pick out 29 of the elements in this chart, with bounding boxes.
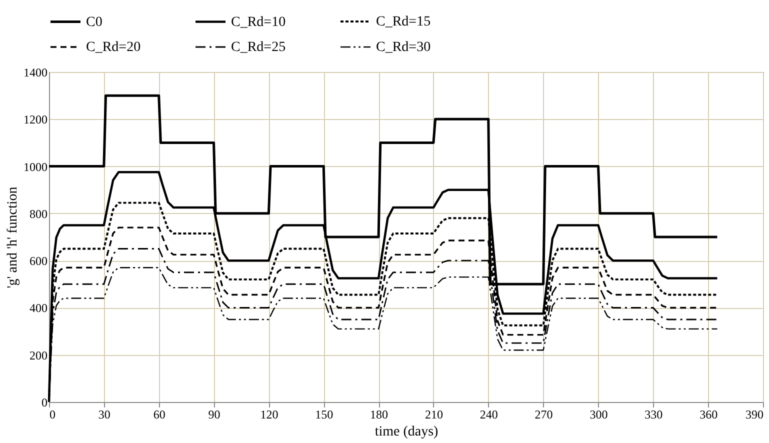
y-tick-label: 800 bbox=[30, 206, 48, 221]
x-tick-label: 300 bbox=[590, 408, 608, 422]
x-tick-label: 90 bbox=[208, 408, 220, 422]
y-tick-label: 1200 bbox=[24, 112, 48, 127]
x-tick-label: 30 bbox=[98, 408, 110, 422]
legend-label: C_Rd=30 bbox=[376, 40, 431, 55]
y-tick-label: 600 bbox=[30, 254, 48, 268]
legend-label: C_Rd=20 bbox=[86, 40, 141, 55]
x-tick-label: 390 bbox=[746, 408, 764, 422]
x-tick-label: 330 bbox=[644, 408, 663, 422]
legend-label: C_Rd=15 bbox=[376, 14, 431, 30]
y-tick-label: 400 bbox=[30, 301, 48, 316]
legend-label: C0 bbox=[86, 14, 102, 30]
y-tick-label: 1000 bbox=[24, 160, 48, 174]
x-tick-label: 270 bbox=[534, 408, 553, 422]
x-tick-label: 360 bbox=[700, 408, 718, 422]
legend-label: C_Rd=25 bbox=[231, 40, 286, 55]
x-tick-label: 60 bbox=[153, 408, 166, 422]
x-axis-title: time (days) bbox=[374, 424, 439, 440]
y-tick-label: 1400 bbox=[24, 66, 48, 80]
x-tick-label: 240 bbox=[480, 408, 498, 422]
y-axis-title: 'g' and 'h' function bbox=[6, 186, 20, 288]
x-tick-label: 120 bbox=[260, 408, 278, 422]
legend-label: C_Rd=10 bbox=[231, 14, 286, 30]
y-tick-label: 0 bbox=[42, 396, 48, 410]
x-tick-label: 180 bbox=[370, 408, 388, 422]
y-tick-label: 200 bbox=[30, 348, 48, 362]
x-tick-label: 150 bbox=[315, 408, 334, 422]
x-tick-label: 210 bbox=[424, 408, 443, 422]
